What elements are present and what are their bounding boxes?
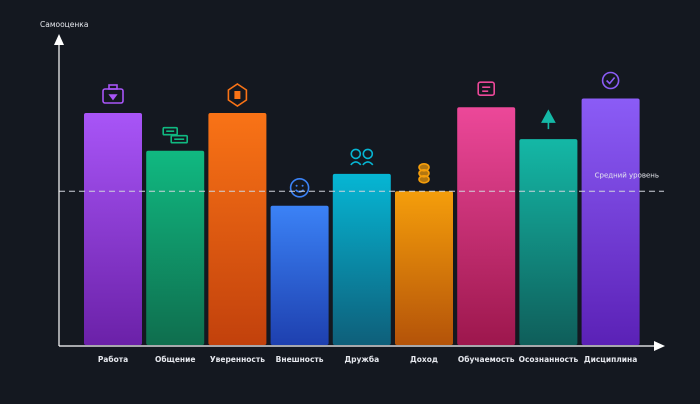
y-axis-arrow [54, 34, 64, 45]
coin-stack-icon [418, 163, 430, 184]
category-label: Работа [98, 355, 128, 364]
y-axis-label: Самооценка [40, 20, 88, 29]
bar-6 [395, 191, 453, 345]
icons-group [102, 71, 620, 198]
shield-badge-icon [227, 83, 248, 107]
category-label: Дисциплина [584, 355, 637, 364]
category-labels: Работа Общение Уверенность Внешность Дружба Д… [98, 355, 637, 364]
category-label: Внешность [276, 355, 324, 364]
bar-3 [208, 113, 267, 345]
lotus-icon [541, 109, 556, 130]
category-label: Уверенность [210, 355, 265, 364]
category-label: Доход [410, 355, 438, 364]
category-label: Осознанность [519, 355, 579, 364]
bar-2 [146, 150, 205, 345]
x-axis-arrow [654, 341, 665, 351]
bar-7 [457, 107, 516, 345]
bar-9 [581, 98, 640, 345]
category-label: Обучаемость [458, 355, 515, 364]
smiley-face-icon [289, 178, 310, 198]
bar-4 [270, 205, 329, 345]
check-circle-icon [601, 71, 620, 90]
category-label: Дружба [344, 355, 379, 364]
briefcase-icon [102, 84, 124, 104]
bar-8 [519, 139, 578, 345]
bar-5 [332, 173, 391, 345]
book-icon [477, 81, 496, 96]
category-label: Общение [155, 355, 196, 364]
two-people-icon [350, 148, 374, 166]
y-axis [54, 34, 64, 346]
chat-bubbles-icon [162, 126, 188, 144]
x-axis [59, 341, 665, 351]
reference-line-label: Средний уровень [595, 171, 659, 179]
bars-group [84, 98, 640, 345]
bar-1 [84, 113, 142, 345]
